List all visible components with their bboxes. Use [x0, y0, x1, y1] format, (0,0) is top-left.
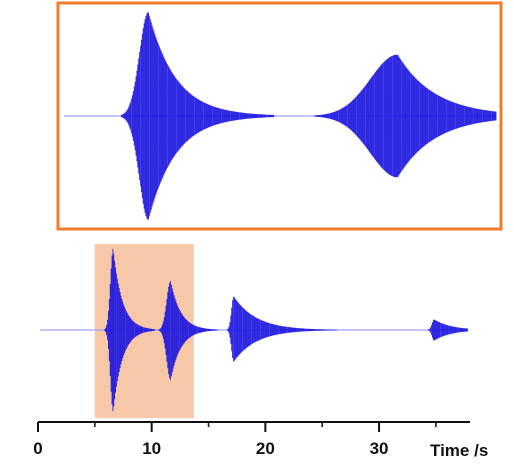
zoom-panel-frame: [56, 1, 503, 231]
x-axis-title: Time /s: [430, 441, 488, 460]
x-tick-label: 0: [33, 439, 42, 458]
signal-burst-2: [158, 281, 218, 380]
signal-burst-3: [226, 296, 338, 362]
time-axis: 0 10 20 30 Time /s: [33, 421, 488, 460]
signal-burst-4: [427, 319, 468, 341]
signal-burst-1: [121, 12, 275, 220]
x-tick-label: 10: [142, 439, 161, 458]
signal-burst-2: [314, 54, 497, 178]
zoom-signal: [64, 12, 497, 220]
bottom-signal: [40, 248, 468, 412]
x-tick-label: 30: [370, 439, 389, 458]
x-tick-label: 20: [256, 439, 275, 458]
signal-burst-1: [104, 248, 155, 412]
